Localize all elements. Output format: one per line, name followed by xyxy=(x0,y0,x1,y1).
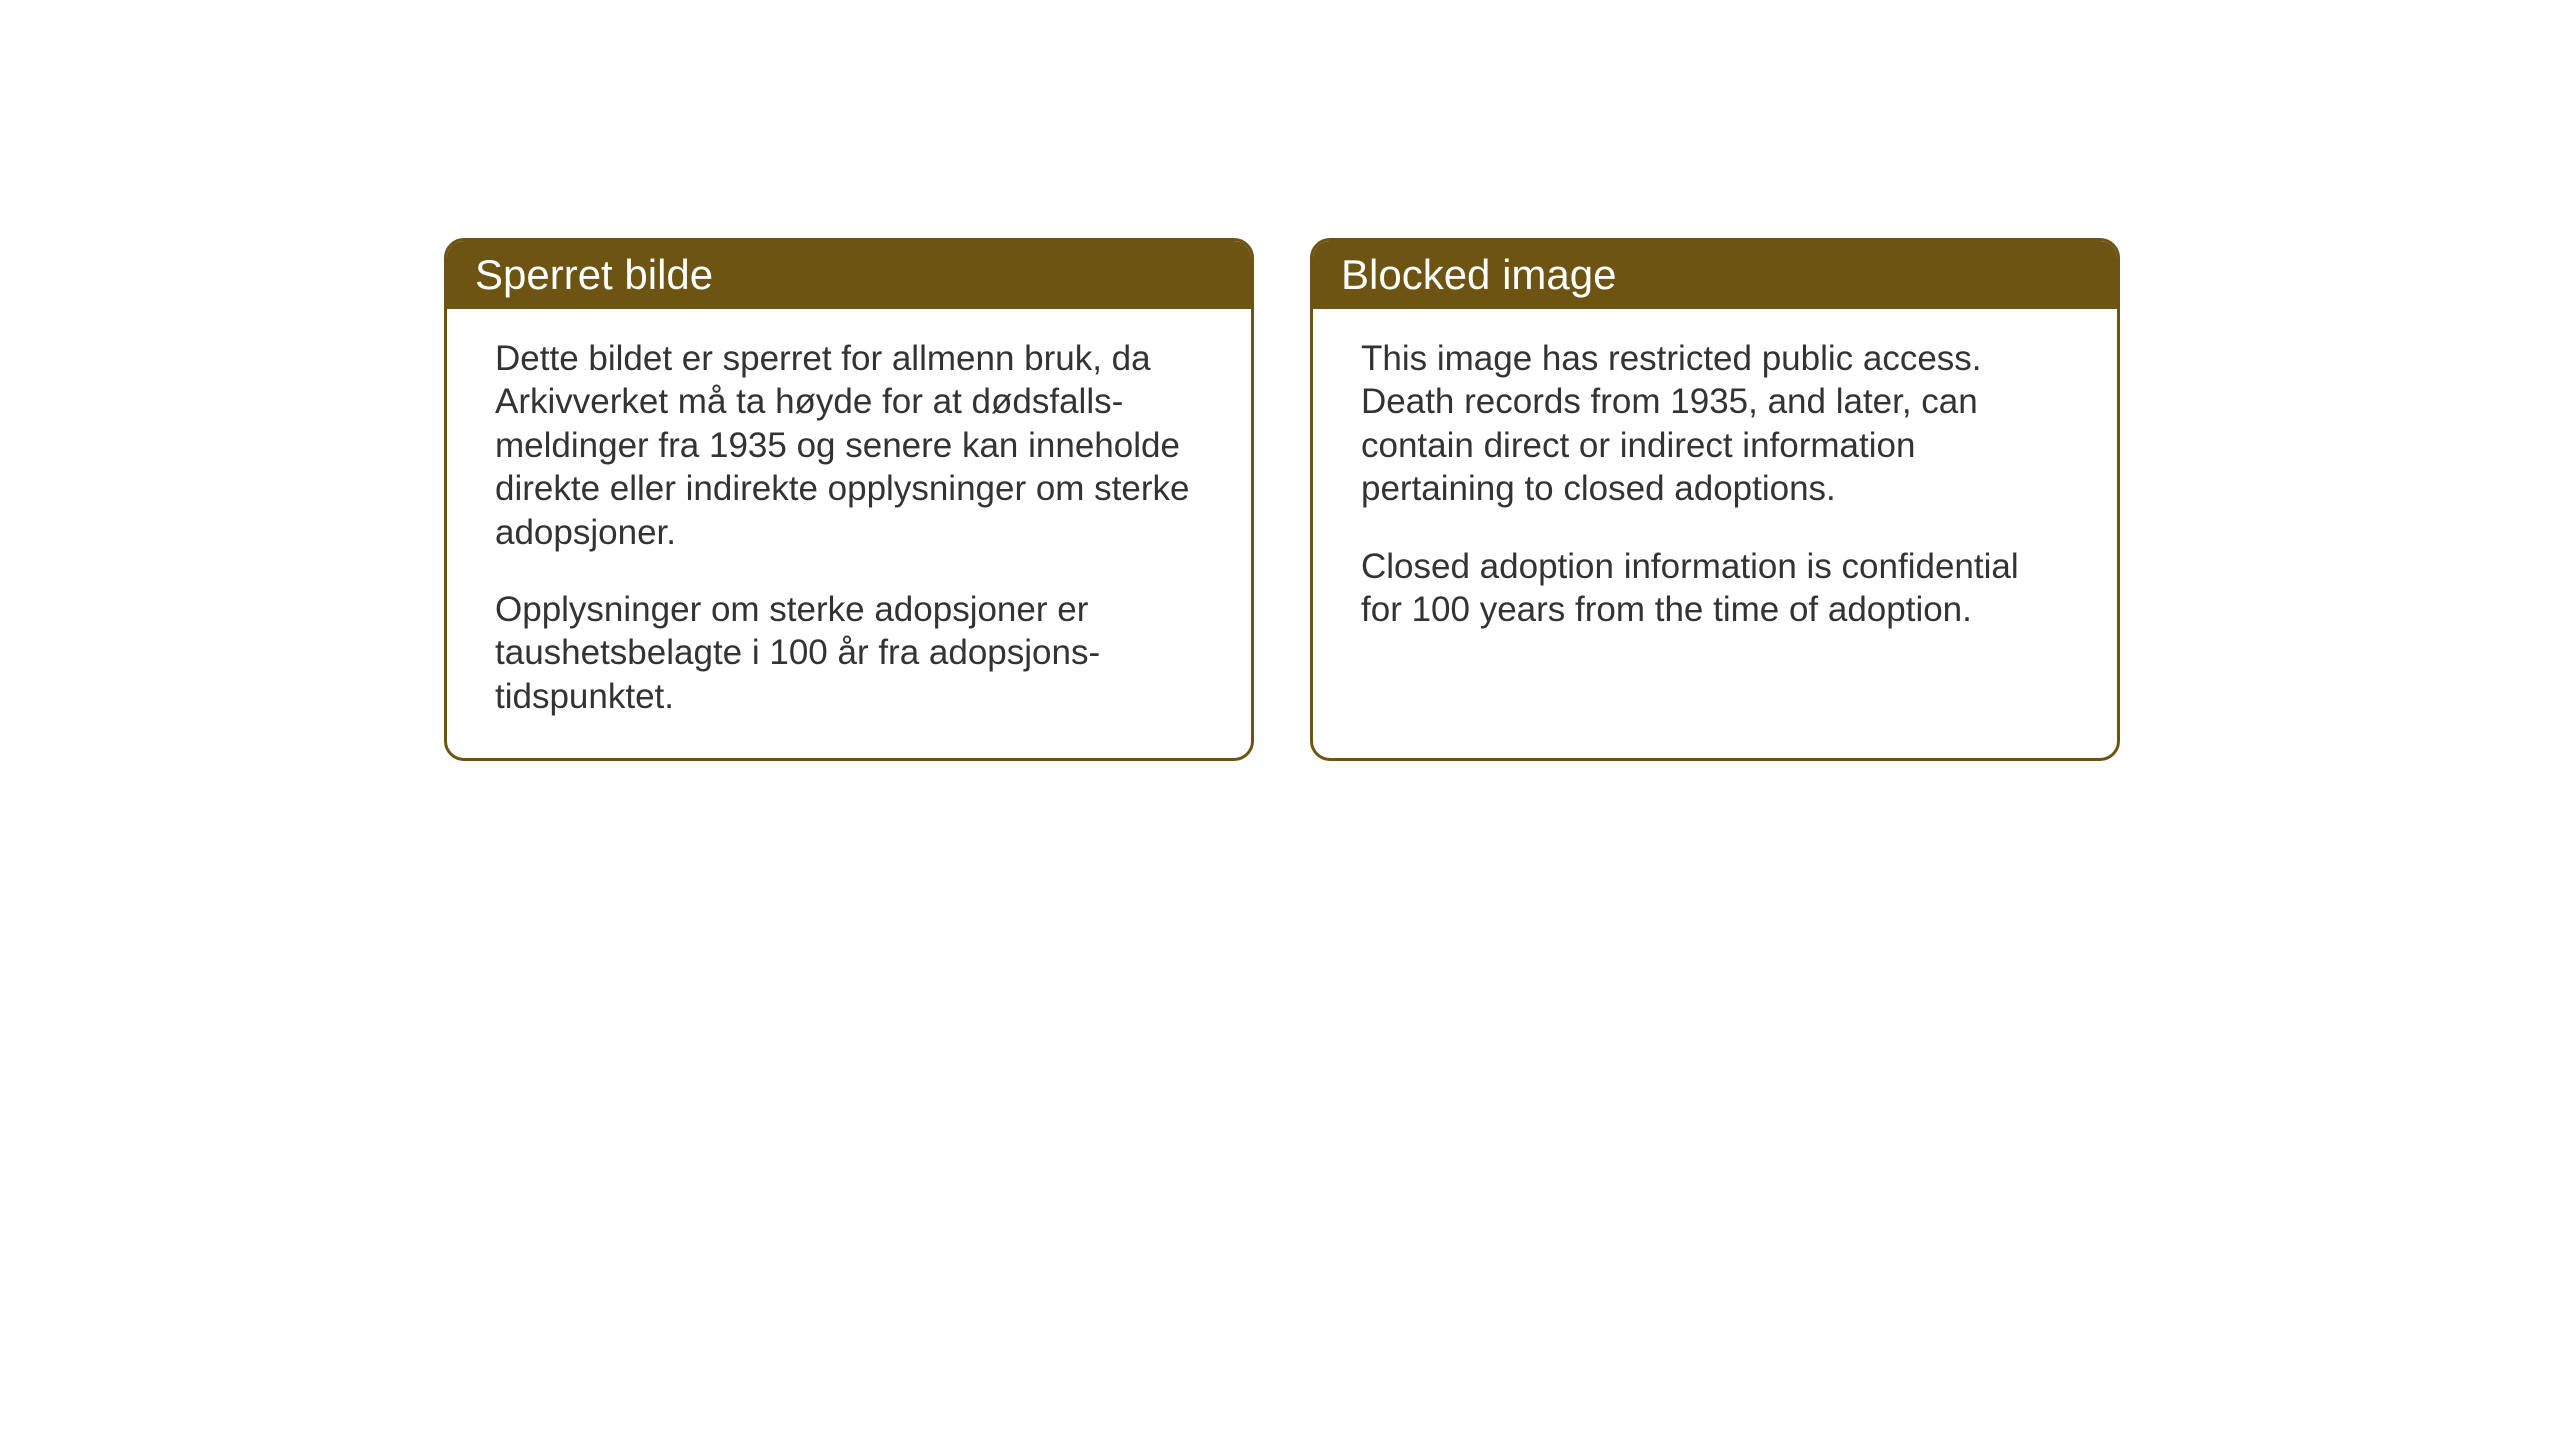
card-paragraph-2: Closed adoption information is confident… xyxy=(1361,545,2069,632)
card-title: Blocked image xyxy=(1341,251,1616,298)
card-title: Sperret bilde xyxy=(475,251,713,298)
notice-card-english: Blocked image This image has restricted … xyxy=(1310,238,2120,761)
card-paragraph-1: Dette bildet er sperret for allmenn bruk… xyxy=(495,337,1203,554)
card-header-english: Blocked image xyxy=(1313,241,2117,309)
card-body-norwegian: Dette bildet er sperret for allmenn bruk… xyxy=(447,309,1251,758)
card-body-english: This image has restricted public access.… xyxy=(1313,309,2117,671)
card-paragraph-1: This image has restricted public access.… xyxy=(1361,337,2069,511)
notice-container: Sperret bilde Dette bildet er sperret fo… xyxy=(444,238,2120,761)
card-paragraph-2: Opplysninger om sterke adopsjoner er tau… xyxy=(495,588,1203,718)
card-header-norwegian: Sperret bilde xyxy=(447,241,1251,309)
notice-card-norwegian: Sperret bilde Dette bildet er sperret fo… xyxy=(444,238,1254,761)
